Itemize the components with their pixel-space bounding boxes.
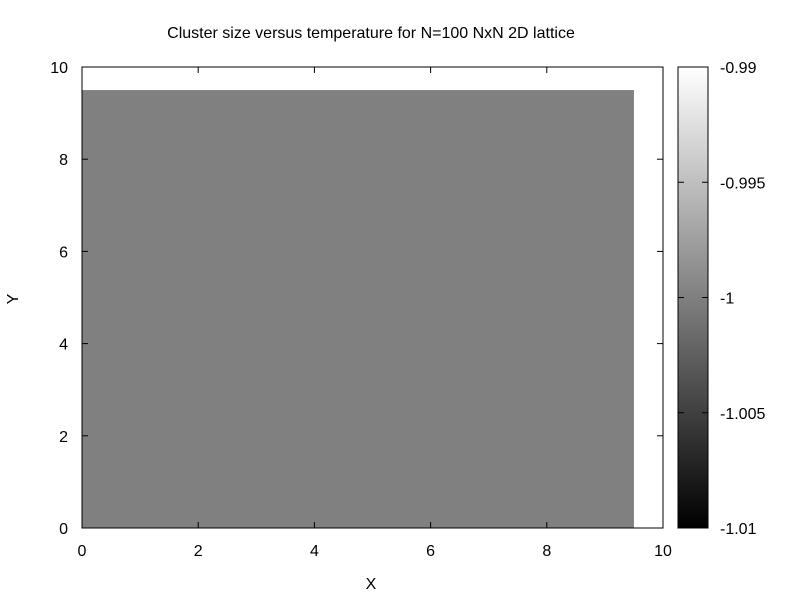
y-axis-label: Y: [5, 293, 22, 304]
plot-frame: [81, 66, 664, 529]
x-axis-ticks: 0 2 4 6 8 10: [78, 67, 672, 560]
y-tick-label: 2: [59, 429, 68, 446]
colorbar-tick-label: -1.005: [720, 406, 765, 423]
x-tick-label: 10: [654, 543, 672, 560]
x-tick-label: 4: [310, 543, 319, 560]
colorbar-tick-label: -0.99: [720, 60, 757, 77]
colorbar-tick-label: -1.01: [720, 521, 757, 538]
y-tick-label: 8: [59, 152, 68, 169]
y-tick-label: 0: [59, 521, 68, 538]
y-tick-label: 4: [59, 337, 68, 354]
x-tick-label: 8: [542, 543, 551, 560]
chart-title: Cluster size versus temperature for N=10…: [167, 25, 575, 42]
heatmap-cell: [82, 90, 634, 529]
heatmap-cells: [82, 90, 634, 529]
x-axis-label: X: [366, 576, 377, 593]
y-tick-label: 6: [59, 244, 68, 261]
x-tick-label: 2: [194, 543, 203, 560]
x-tick-label: 0: [78, 543, 87, 560]
y-tick-label: 10: [50, 60, 68, 77]
colorbar-ticks: -0.99 -0.995 -1 -1.005 -1.01: [678, 60, 765, 538]
y-axis-ticks: 0 2 4 6 8 10: [50, 60, 663, 538]
colorbar-tick-label: -0.995: [720, 175, 765, 192]
x-tick-label: 6: [426, 543, 435, 560]
colorbar-tick-label: -1: [720, 291, 734, 308]
